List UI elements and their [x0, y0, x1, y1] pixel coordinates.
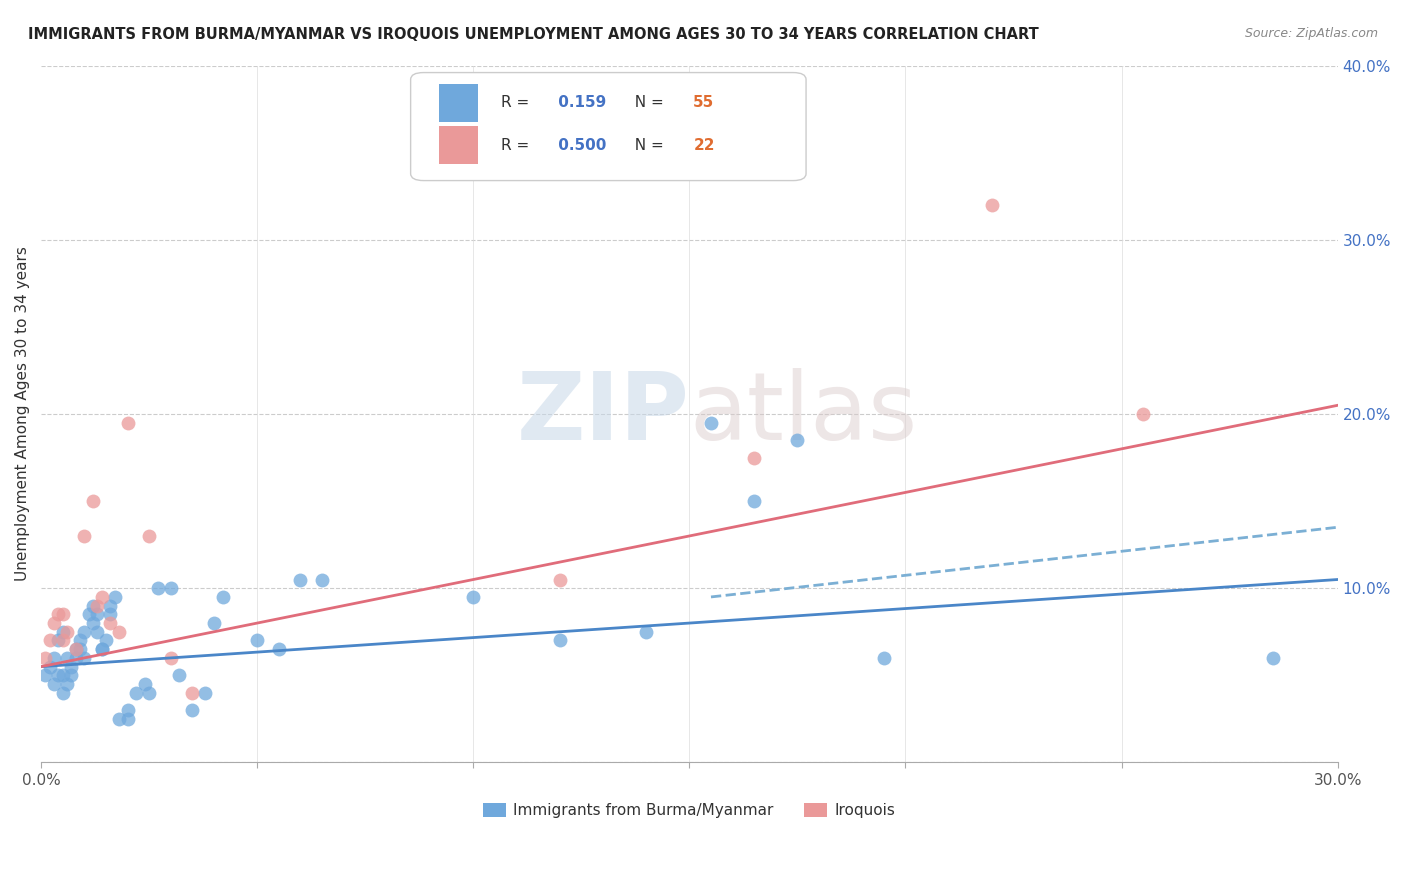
Point: [202, 616, 225, 631]
Point: [60, 659, 83, 673]
Point: [73, 624, 96, 639]
Point: [56, 651, 79, 665]
Point: [548, 573, 571, 587]
Y-axis label: Unemployment Among Ages 30 to 34 years: Unemployment Among Ages 30 to 34 years: [15, 246, 30, 582]
Point: [146, 581, 169, 595]
Text: R =: R =: [502, 95, 534, 111]
Point: [267, 642, 290, 657]
Point: [700, 416, 723, 430]
Text: N =: N =: [624, 95, 668, 111]
Point: [65, 642, 87, 657]
Point: [246, 633, 269, 648]
Text: IMMIGRANTS FROM BURMA/MYANMAR VS IROQUOIS UNEMPLOYMENT AMONG AGES 30 TO 34 YEARS: IMMIGRANTS FROM BURMA/MYANMAR VS IROQUOI…: [28, 27, 1039, 42]
Point: [38, 659, 60, 673]
Bar: [439, 126, 478, 164]
Point: [73, 529, 96, 543]
Point: [52, 624, 75, 639]
Point: [311, 573, 333, 587]
Point: [98, 616, 121, 631]
Point: [742, 494, 765, 508]
Point: [86, 607, 108, 622]
Bar: [439, 84, 478, 122]
Point: [42, 616, 65, 631]
Text: atlas: atlas: [689, 368, 918, 460]
Point: [1132, 407, 1154, 421]
Point: [108, 712, 131, 726]
Point: [103, 590, 125, 604]
Point: [159, 581, 181, 595]
Point: [60, 668, 83, 682]
Point: [117, 416, 139, 430]
Point: [34, 668, 56, 682]
Text: ZIP: ZIP: [516, 368, 689, 460]
Text: Source: ZipAtlas.com: Source: ZipAtlas.com: [1244, 27, 1378, 40]
Point: [52, 686, 75, 700]
Text: 0.500: 0.500: [553, 137, 606, 153]
Point: [138, 529, 160, 543]
Point: [98, 607, 121, 622]
Point: [117, 712, 139, 726]
Point: [181, 686, 204, 700]
Point: [742, 450, 765, 465]
Point: [94, 633, 117, 648]
Point: [873, 651, 896, 665]
Point: [1261, 651, 1284, 665]
Point: [90, 642, 112, 657]
Point: [69, 633, 91, 648]
Text: 0.159: 0.159: [553, 95, 606, 111]
Point: [86, 624, 108, 639]
Point: [48, 633, 70, 648]
Point: [194, 686, 217, 700]
Point: [73, 651, 96, 665]
Text: 22: 22: [693, 137, 714, 153]
Point: [77, 607, 100, 622]
Point: [65, 642, 87, 657]
Point: [56, 624, 79, 639]
Point: [42, 677, 65, 691]
Point: [169, 668, 191, 682]
Point: [48, 668, 70, 682]
Text: N =: N =: [624, 137, 668, 153]
Point: [134, 677, 156, 691]
Point: [108, 624, 131, 639]
Legend: Immigrants from Burma/Myanmar, Iroquois: Immigrants from Burma/Myanmar, Iroquois: [477, 797, 901, 824]
Point: [90, 590, 112, 604]
Text: 55: 55: [693, 95, 714, 111]
Point: [42, 651, 65, 665]
Point: [548, 633, 571, 648]
Point: [52, 668, 75, 682]
Point: [48, 607, 70, 622]
Point: [69, 642, 91, 657]
Point: [181, 703, 204, 717]
Point: [290, 573, 312, 587]
Point: [138, 686, 160, 700]
Text: R =: R =: [502, 137, 534, 153]
Point: [86, 599, 108, 613]
Point: [52, 607, 75, 622]
Point: [159, 651, 181, 665]
Point: [65, 651, 87, 665]
Point: [56, 677, 79, 691]
Point: [125, 686, 148, 700]
Point: [34, 651, 56, 665]
Point: [52, 633, 75, 648]
Point: [90, 642, 112, 657]
Point: [636, 624, 658, 639]
Point: [463, 590, 485, 604]
Point: [82, 494, 104, 508]
Point: [980, 198, 1002, 212]
Point: [211, 590, 233, 604]
Point: [117, 703, 139, 717]
Point: [82, 599, 104, 613]
FancyBboxPatch shape: [411, 72, 806, 180]
Point: [82, 616, 104, 631]
Point: [786, 433, 808, 447]
Point: [38, 633, 60, 648]
Point: [98, 599, 121, 613]
